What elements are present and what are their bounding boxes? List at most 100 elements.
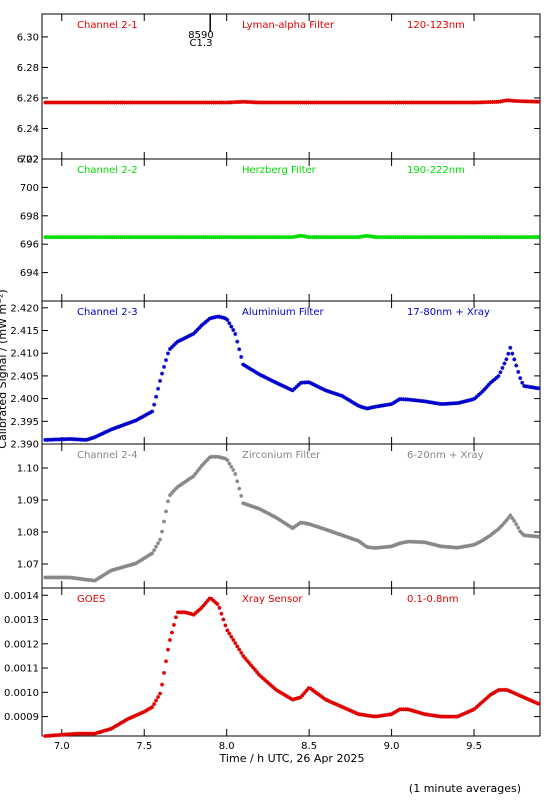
data-point: [122, 564, 127, 569]
y-tick-label: 698: [20, 211, 39, 222]
data-point: [203, 459, 208, 464]
y-tick-label: 1.08: [17, 528, 39, 539]
data-point: [290, 697, 295, 702]
data-point: [284, 385, 289, 390]
data-point: [348, 708, 353, 713]
data-point: [510, 516, 515, 521]
data-point: [298, 695, 303, 700]
data-point: [253, 505, 258, 510]
data-point: [100, 431, 105, 436]
data-point: [209, 596, 214, 601]
data-point: [308, 686, 313, 691]
data-point: [90, 435, 95, 440]
data-point: [532, 699, 537, 704]
panel-4: 1.07 1.08 1.09 1.10 Channel 2-4 Zirconium Fil…: [17, 443, 541, 589]
data-point: [104, 429, 109, 434]
data-point: [472, 396, 477, 401]
data-point: [276, 381, 281, 386]
data-point: [88, 436, 93, 441]
data-point: [280, 383, 285, 388]
data-point: [199, 323, 204, 328]
data-point: [522, 695, 527, 700]
data-point: [136, 417, 141, 422]
data-point: [262, 375, 267, 380]
data-point: [213, 600, 218, 605]
data-point: [140, 414, 145, 419]
data-point: [134, 713, 139, 718]
data-point: [348, 398, 353, 403]
data-point: [219, 611, 224, 616]
data-point: [245, 364, 250, 369]
data-point: [217, 605, 222, 610]
data-point: [167, 347, 172, 352]
data-point: [518, 529, 523, 534]
data-point: [233, 472, 238, 477]
data-point: [310, 687, 315, 692]
data-point: [324, 697, 329, 702]
data-point: [316, 384, 321, 389]
data-point: [92, 435, 97, 440]
data-series: [43, 98, 541, 105]
data-point: [187, 476, 192, 481]
y-tick-label: 2.410: [10, 349, 39, 360]
data-point: [498, 370, 503, 375]
data-point: [167, 493, 172, 498]
data-point: [391, 543, 396, 548]
panel-label: 17-80nm + Xray: [407, 307, 490, 318]
panel-3: 2.390 2.395 2.400 2.405 2.410 2.415 2.420 Chann…: [10, 300, 541, 451]
data-point: [231, 327, 236, 332]
data-point: [302, 690, 307, 695]
data-point: [102, 572, 107, 577]
data-point: [474, 394, 479, 399]
data-point: [98, 729, 103, 734]
data-point: [336, 703, 341, 708]
data-point: [237, 347, 242, 352]
y-tick-label: 2.415: [10, 326, 39, 337]
data-point: [221, 315, 226, 320]
data-point: [130, 562, 135, 567]
data-point: [342, 395, 347, 400]
data-point: [241, 653, 246, 658]
data-point: [318, 693, 323, 698]
data-point: [262, 678, 267, 683]
y-tick-label: 2.395: [10, 417, 39, 428]
data-point: [260, 374, 265, 379]
data-point: [346, 707, 351, 712]
data-point: [175, 339, 180, 344]
data-point: [110, 568, 115, 573]
data-point: [223, 623, 228, 628]
data-point: [229, 634, 234, 639]
data-point: [296, 695, 301, 700]
data-point: [142, 709, 147, 714]
data-point: [183, 335, 188, 340]
data-point: [326, 698, 331, 703]
data-point: [480, 389, 485, 394]
data-point: [233, 332, 238, 337]
data-point: [484, 385, 489, 390]
data-point: [154, 698, 159, 703]
data-point: [272, 686, 277, 691]
panel-frame: [41, 587, 541, 737]
data-point: [100, 729, 105, 734]
data-point: [359, 541, 364, 546]
data-point: [468, 708, 473, 713]
data-point: [199, 605, 204, 610]
data-series: [43, 233, 541, 240]
y-tick-label: 694: [20, 268, 39, 279]
data-point: [201, 461, 206, 466]
data-point: [486, 534, 491, 539]
event-marker-class: C1.3: [190, 38, 213, 49]
data-point: [171, 622, 176, 627]
data-point: [470, 397, 475, 402]
data-point: [350, 399, 355, 404]
data-point: [142, 413, 147, 418]
data-point: [296, 382, 301, 387]
data-point: [336, 531, 341, 536]
data-point: [185, 478, 190, 483]
data-point: [320, 526, 325, 531]
footnote: (1 minute averages): [409, 782, 521, 795]
data-point: [260, 676, 265, 681]
y-tick-label: 1.10: [17, 464, 39, 475]
data-point: [207, 316, 212, 321]
data-point: [251, 665, 256, 670]
